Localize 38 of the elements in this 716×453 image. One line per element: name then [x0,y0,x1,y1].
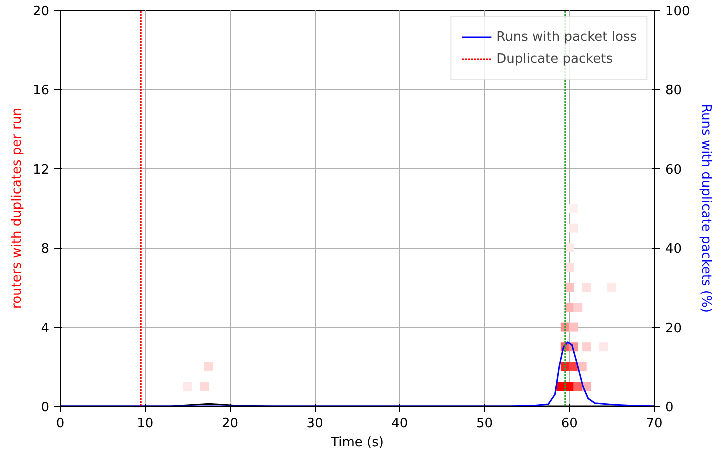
x-tick-label: 10 [137,416,154,432]
y-tick-label: 8 [41,242,50,258]
y-tick-label: 20 [32,4,50,20]
legend-label: Duplicate packets [496,52,614,66]
y-tick-label: 12 [32,162,50,178]
x-tick-label: 0 [56,416,65,432]
point [565,283,574,292]
point [582,342,592,352]
y2-tick-label: 0 [666,400,674,416]
point [565,263,574,272]
point [204,362,214,372]
y2-tick-label: 60 [666,162,682,178]
point [569,204,578,213]
x-axis-title: Time (s) [330,436,384,450]
x-tick-label: 30 [306,416,324,432]
y2-axis-title: Runs with duplicate packets (%) [698,104,714,313]
x-tick-label: 20 [222,416,238,432]
point [569,322,578,332]
y-axis-title: routers with duplicates per run [10,108,25,309]
point [574,382,583,392]
point [565,244,574,253]
point [582,283,592,292]
point [569,224,578,233]
y2-tick-label: 20 [666,321,682,336]
x-tick-label: 70 [646,416,663,432]
y-tick-label: 4 [41,321,50,336]
y2-tick-label: 100 [666,4,690,20]
legend-label: Runs with packet loss [496,30,637,44]
y2-tick-label: 40 [666,242,682,258]
x-tick-label: 40 [392,416,408,432]
y2-tick-label: 80 [666,84,682,99]
y-tick-label: 0 [41,400,50,416]
x-tick-label: 50 [476,416,494,432]
x-tick-label: 60 [561,416,578,432]
point [200,382,210,392]
point [578,362,587,372]
y-tick-label: 16 [32,84,50,99]
point [574,303,583,312]
